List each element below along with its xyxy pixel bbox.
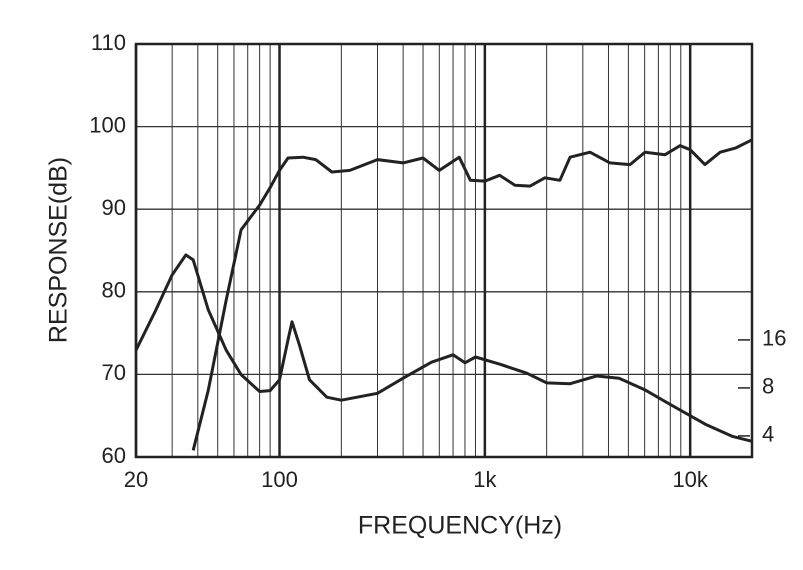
y2-tick-label: 16: [762, 326, 786, 351]
line-series: [134, 253, 753, 443]
y-axis-label: RESPONSE(dB): [45, 157, 73, 343]
x-axis-label: FREQUENCY(Hz): [358, 512, 562, 540]
y-tick-label: 110: [91, 30, 126, 55]
plot-frame: [134, 42, 754, 459]
line-series: [191, 138, 753, 451]
x-tick-label: 100: [261, 467, 298, 492]
y-tick-label: 80: [102, 278, 126, 303]
y-tick-label: 90: [102, 195, 126, 220]
x-tick-label: 10k: [672, 467, 708, 492]
y2-tick-label: 8: [762, 374, 774, 399]
y-tick-label: 70: [102, 360, 126, 385]
y2-tick-label: 4: [762, 422, 774, 447]
x-tick-label: 20: [124, 467, 148, 492]
y-tick-label: 60: [102, 443, 126, 468]
y-tick-label: 100: [89, 112, 126, 137]
x-tick-label: 1k: [473, 467, 497, 492]
